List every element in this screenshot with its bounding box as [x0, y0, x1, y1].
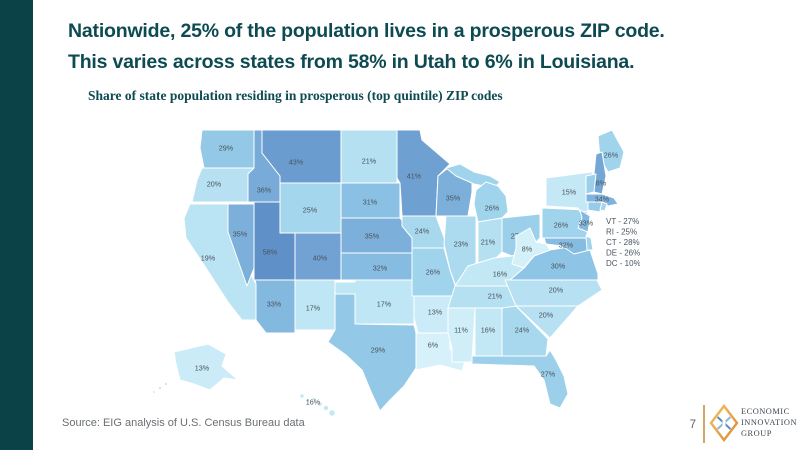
callout-label-RI: RI - 25% [606, 228, 637, 237]
callout-label-CT: CT - 28% [606, 238, 640, 247]
state-AL-label: 16% [481, 326, 496, 335]
state-NJ-shape [577, 209, 591, 233]
state-IL-label: 23% [454, 240, 469, 249]
state-WY-label: 25% [303, 206, 318, 215]
state-SC-label: 20% [539, 311, 554, 320]
state-KS-label: 32% [373, 264, 388, 273]
state-AK-label: 13% [195, 364, 210, 373]
state-CT-shape [587, 201, 603, 213]
state-UT-label: 58% [263, 248, 278, 257]
state-HI-label: 16% [306, 398, 321, 407]
state-MA-label: 34% [595, 195, 610, 204]
state-MI-label: 26% [485, 204, 500, 213]
state-VT-shape [585, 173, 597, 195]
headline-line-2: This varies across states from 58% in Ut… [68, 51, 635, 73]
slide-headline: Nationwide, 25% of the population lives … [68, 16, 758, 78]
state-KY-label: 16% [493, 270, 508, 279]
eig-logo-wordmark: ECONOMIC INNOVATION GROUP [741, 406, 797, 439]
state-WA-label: 29% [219, 144, 234, 153]
source-note: Source: EIG analysis of U.S. Census Bure… [62, 417, 305, 429]
eig-diamond-logo-icon [709, 404, 739, 442]
state-AK-island [158, 386, 162, 390]
state-HI-island [328, 409, 336, 417]
state-PA-label: 26% [554, 221, 569, 230]
state-GA-label: 24% [515, 326, 530, 335]
state-MT-label: 43% [289, 158, 304, 167]
state-AR-label: 13% [428, 308, 443, 317]
state-OR-shape [191, 167, 255, 203]
state-ND-label: 21% [362, 157, 377, 166]
state-AK-shape [173, 343, 239, 391]
state-MS-shape [447, 307, 476, 363]
callout-label-VT: VT - 27% [606, 217, 639, 226]
state-NM-label: 17% [306, 304, 321, 313]
state-HI-island [312, 397, 316, 401]
state-HI-island [317, 401, 323, 407]
state-TX-label: 29% [371, 346, 386, 355]
logo-line-2: INNOVATION [741, 418, 798, 427]
page-number: 7 [689, 419, 696, 431]
state-ID-label: 36% [257, 186, 272, 195]
state-AZ-label: 33% [267, 300, 282, 309]
state-VA-label: 30% [551, 262, 566, 271]
state-NE-label: 35% [365, 232, 380, 241]
state-CA-label: 19% [201, 254, 216, 263]
sidebar-accent-bar [0, 0, 33, 450]
state-FL-shape [471, 349, 569, 409]
state-NV-shape [227, 203, 255, 287]
callout-label-DE: DE - 26% [606, 249, 640, 258]
state-NJ-label: 33% [579, 219, 594, 228]
state-HI-island [323, 405, 329, 411]
state-OK-label: 17% [377, 300, 392, 309]
state-IN-shape [477, 217, 503, 265]
state-TX-shape [327, 293, 417, 412]
state-DE-shape [585, 235, 594, 251]
state-IA-label: 24% [415, 227, 430, 236]
footer-divider [703, 405, 705, 443]
headline-line-1: Nationwide, 25% of the population lives … [68, 20, 665, 42]
state-HI-island [299, 393, 305, 399]
state-FL-label: 27% [541, 370, 556, 379]
state-NY-label: 15% [562, 188, 577, 197]
state-MD-label: 32% [559, 241, 574, 250]
state-HI-island [306, 398, 310, 402]
state-SD-label: 31% [363, 198, 378, 207]
logo-line-3: GROUP [741, 429, 772, 438]
state-WV-label: 8% [522, 245, 533, 254]
us-map-container: 29% 20% 36% 43% 21% 41% 19% 35% 58% 25% 40% 33% 17% 3… [150, 118, 641, 418]
state-NV-label: 35% [233, 230, 248, 239]
state-LA-label: 6% [428, 341, 439, 350]
logo-line-1: ECONOMIC [741, 407, 790, 416]
state-RI-shape [599, 201, 608, 212]
us-map: 29% 20% 36% 43% 21% 41% 19% 35% 58% 25% 40% 33% 17% 3… [152, 129, 641, 417]
state-ME-label: 26% [604, 151, 619, 160]
state-MO-label: 26% [426, 268, 441, 277]
state-WI-label: 35% [446, 194, 461, 203]
state-AK-island [164, 382, 168, 386]
state-AL-shape [474, 307, 503, 363]
state-WV-shape [511, 227, 551, 269]
callout-label-DC: DC - 10% [606, 259, 640, 268]
state-MN-label: 41% [407, 172, 422, 181]
state-AK-island [152, 390, 156, 394]
state-GA-shape [501, 305, 549, 357]
state-TN-label: 21% [488, 292, 503, 301]
state-NH-label: 38% [592, 179, 607, 188]
state-OR-label: 20% [207, 180, 222, 189]
state-NC-label: 20% [549, 286, 564, 295]
state-IN-label: 21% [481, 238, 496, 247]
state-MS-label: 11% [454, 326, 468, 335]
state-MI-shape [473, 181, 509, 223]
chart-title: Share of state population residing in pr… [88, 88, 503, 103]
state-CO-label: 40% [313, 254, 328, 263]
